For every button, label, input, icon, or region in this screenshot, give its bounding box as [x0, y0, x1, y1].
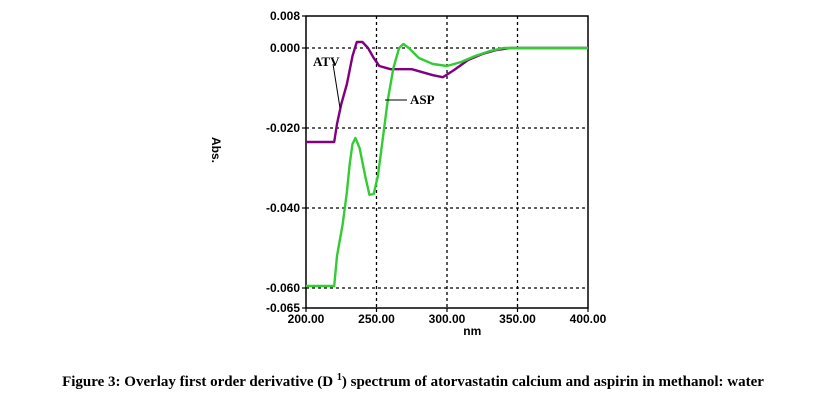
- y-axis-title: Abs.: [209, 137, 223, 163]
- y-tick-label-5: -0.065: [266, 301, 300, 315]
- x-tick-label-3: 350.00: [499, 312, 536, 326]
- series-leader-atv: [332, 63, 341, 109]
- x-tick-label-2: 300.00: [429, 312, 466, 326]
- caption-text-end: ) spectrum of atorvastatin calcium and a…: [341, 374, 764, 390]
- y-tick-label-4: -0.060: [266, 281, 300, 295]
- series-label-asp: ASP: [410, 92, 435, 107]
- caption-superscript: 1: [336, 372, 342, 383]
- series-lines: [306, 40, 588, 288]
- x-tick-label-4: 400.00: [570, 312, 607, 326]
- x-axis-ticks: 200.00 250.00 300.00 350.00 400.00: [288, 308, 607, 326]
- x-tick-label-1: 250.00: [358, 312, 395, 326]
- y-tick-label-0: 0.008: [270, 9, 300, 23]
- x-axis-title: nm: [463, 324, 481, 338]
- series-line-asp: [306, 42, 588, 288]
- y-tick-label-1: 0.000: [270, 41, 300, 55]
- y-tick-label-3: -0.040: [266, 201, 300, 215]
- grid-lines: [306, 16, 588, 308]
- y-tick-label-2: -0.020: [266, 121, 300, 135]
- series-labels: ATV ASP: [313, 54, 435, 109]
- series-label-atv: ATV: [313, 54, 340, 69]
- figure-caption: Figure 3: Overlay first order derivative…: [0, 372, 826, 391]
- caption-text-start: Figure 3: Overlay first order derivative…: [62, 374, 337, 390]
- x-tick-label-0: 200.00: [288, 312, 325, 326]
- y-axis-ticks: 0.008 0.000 -0.020 -0.040 -0.060 -0.065: [266, 9, 306, 315]
